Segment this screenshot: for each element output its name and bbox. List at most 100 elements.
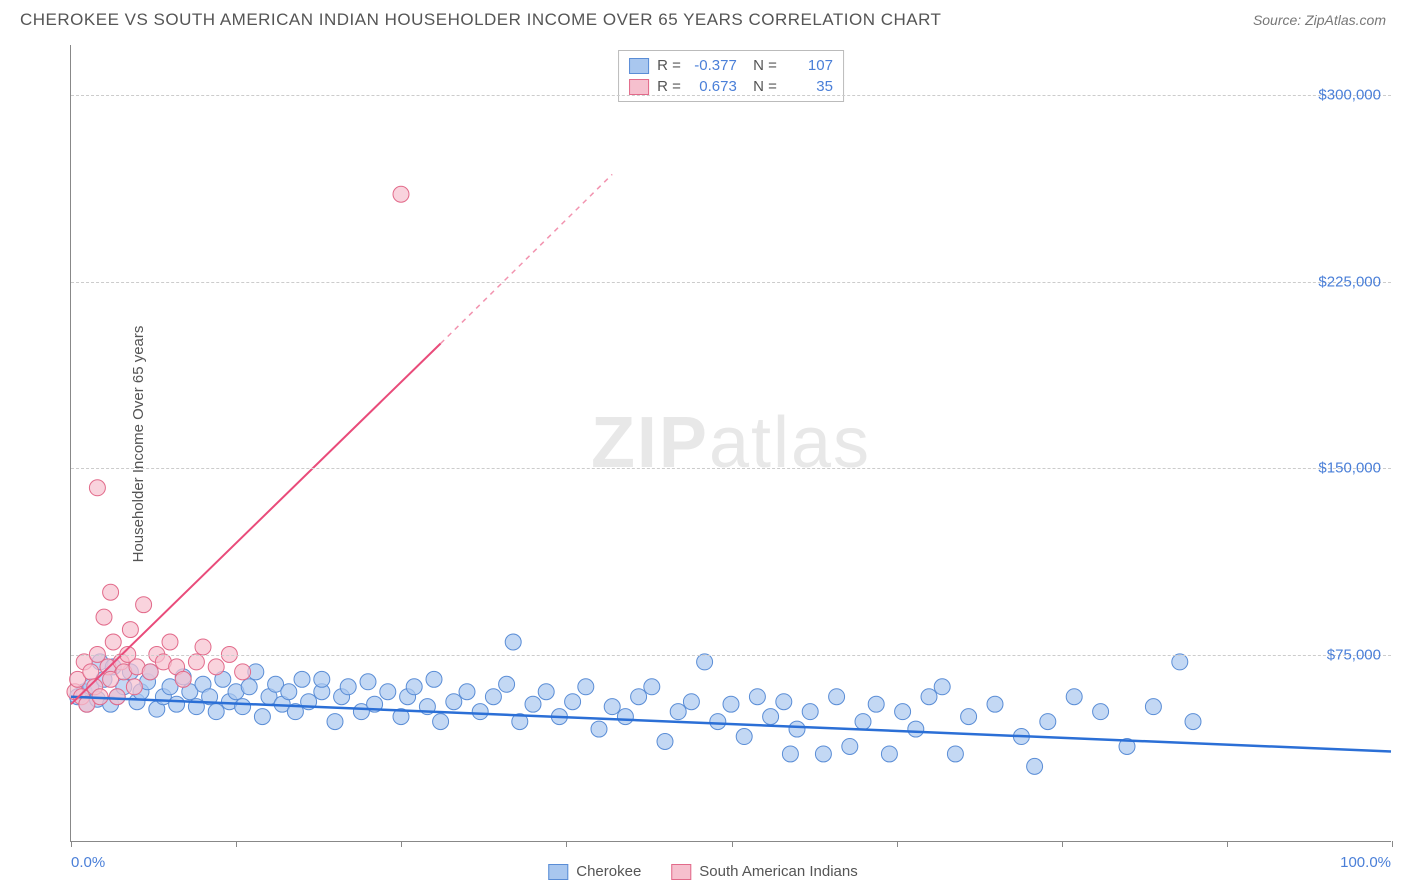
data-point	[433, 714, 449, 730]
trend-line-extension	[441, 174, 613, 343]
data-point	[485, 689, 501, 705]
data-point	[1093, 704, 1109, 720]
data-point	[855, 714, 871, 730]
data-point	[426, 671, 442, 687]
data-point	[1066, 689, 1082, 705]
data-point	[782, 746, 798, 762]
data-point	[1027, 758, 1043, 774]
data-point	[327, 714, 343, 730]
data-point	[1040, 714, 1056, 730]
x-tick	[401, 841, 402, 847]
data-point	[961, 709, 977, 725]
data-point	[96, 609, 112, 625]
data-point	[314, 671, 330, 687]
x-tick	[236, 841, 237, 847]
data-point	[235, 664, 251, 680]
scatter-plot-svg	[71, 45, 1391, 841]
source-attribution: Source: ZipAtlas.com	[1253, 12, 1386, 28]
gridline	[71, 282, 1391, 283]
data-point	[208, 704, 224, 720]
data-point	[895, 704, 911, 720]
chart-title: CHEROKEE VS SOUTH AMERICAN INDIAN HOUSEH…	[20, 10, 941, 30]
data-point	[670, 704, 686, 720]
data-point	[1185, 714, 1201, 730]
data-point	[208, 659, 224, 675]
legend-swatch	[629, 58, 649, 74]
data-point	[235, 699, 251, 715]
data-point	[538, 684, 554, 700]
data-point	[136, 597, 152, 613]
x-axis-max-label: 100.0%	[1340, 854, 1391, 871]
legend-n-label: N =	[745, 78, 777, 95]
data-point	[789, 721, 805, 737]
data-point	[697, 654, 713, 670]
data-point	[109, 689, 125, 705]
x-tick	[1392, 841, 1393, 847]
data-point	[1172, 654, 1188, 670]
data-point	[631, 689, 647, 705]
data-point	[360, 674, 376, 690]
data-point	[294, 671, 310, 687]
data-point	[175, 671, 191, 687]
legend-item: South American Indians	[671, 863, 857, 880]
data-point	[987, 696, 1003, 712]
data-point	[162, 634, 178, 650]
x-tick	[732, 841, 733, 847]
x-axis-min-label: 0.0%	[71, 854, 105, 871]
data-point	[254, 709, 270, 725]
data-point	[505, 634, 521, 650]
data-point	[934, 679, 950, 695]
data-point	[842, 738, 858, 754]
gridline	[71, 468, 1391, 469]
data-point	[241, 679, 257, 695]
legend-n-label: N =	[745, 57, 777, 74]
data-point	[525, 696, 541, 712]
data-point	[763, 709, 779, 725]
data-point	[281, 684, 297, 700]
data-point	[921, 689, 937, 705]
chart-container: Householder Income Over 65 years ZIPatla…	[50, 45, 1391, 842]
data-point	[499, 676, 515, 692]
legend-r-label: R =	[657, 57, 681, 74]
x-tick	[566, 841, 567, 847]
x-tick	[897, 841, 898, 847]
data-point	[591, 721, 607, 737]
legend-label: Cherokee	[576, 863, 641, 880]
data-point	[103, 584, 119, 600]
data-point	[657, 734, 673, 750]
x-tick	[1062, 841, 1063, 847]
legend-swatch	[629, 79, 649, 95]
legend-r-value: -0.377	[689, 57, 737, 74]
data-point	[723, 696, 739, 712]
data-point	[446, 694, 462, 710]
data-point	[565, 694, 581, 710]
data-point	[105, 634, 121, 650]
data-point	[815, 746, 831, 762]
data-point	[947, 746, 963, 762]
data-point	[393, 186, 409, 202]
data-point	[169, 696, 185, 712]
data-point	[89, 480, 105, 496]
series-legend: Cherokee South American Indians	[548, 863, 857, 880]
data-point	[749, 689, 765, 705]
data-point	[340, 679, 356, 695]
data-point	[802, 704, 818, 720]
legend-item: Cherokee	[548, 863, 641, 880]
legend-r-value: 0.673	[689, 78, 737, 95]
data-point	[188, 654, 204, 670]
data-point	[380, 684, 396, 700]
data-point	[829, 689, 845, 705]
data-point	[776, 694, 792, 710]
plot-area: ZIPatlas R =-0.377 N =107R =0.673 N =35 …	[70, 45, 1391, 842]
data-point	[126, 679, 142, 695]
data-point	[459, 684, 475, 700]
data-point	[683, 694, 699, 710]
chart-header: CHEROKEE VS SOUTH AMERICAN INDIAN HOUSEH…	[0, 0, 1406, 35]
data-point	[578, 679, 594, 695]
data-point	[868, 696, 884, 712]
y-tick-label: $75,000	[1327, 647, 1381, 664]
gridline	[71, 95, 1391, 96]
data-point	[142, 664, 158, 680]
data-point	[195, 639, 211, 655]
legend-label: South American Indians	[699, 863, 857, 880]
